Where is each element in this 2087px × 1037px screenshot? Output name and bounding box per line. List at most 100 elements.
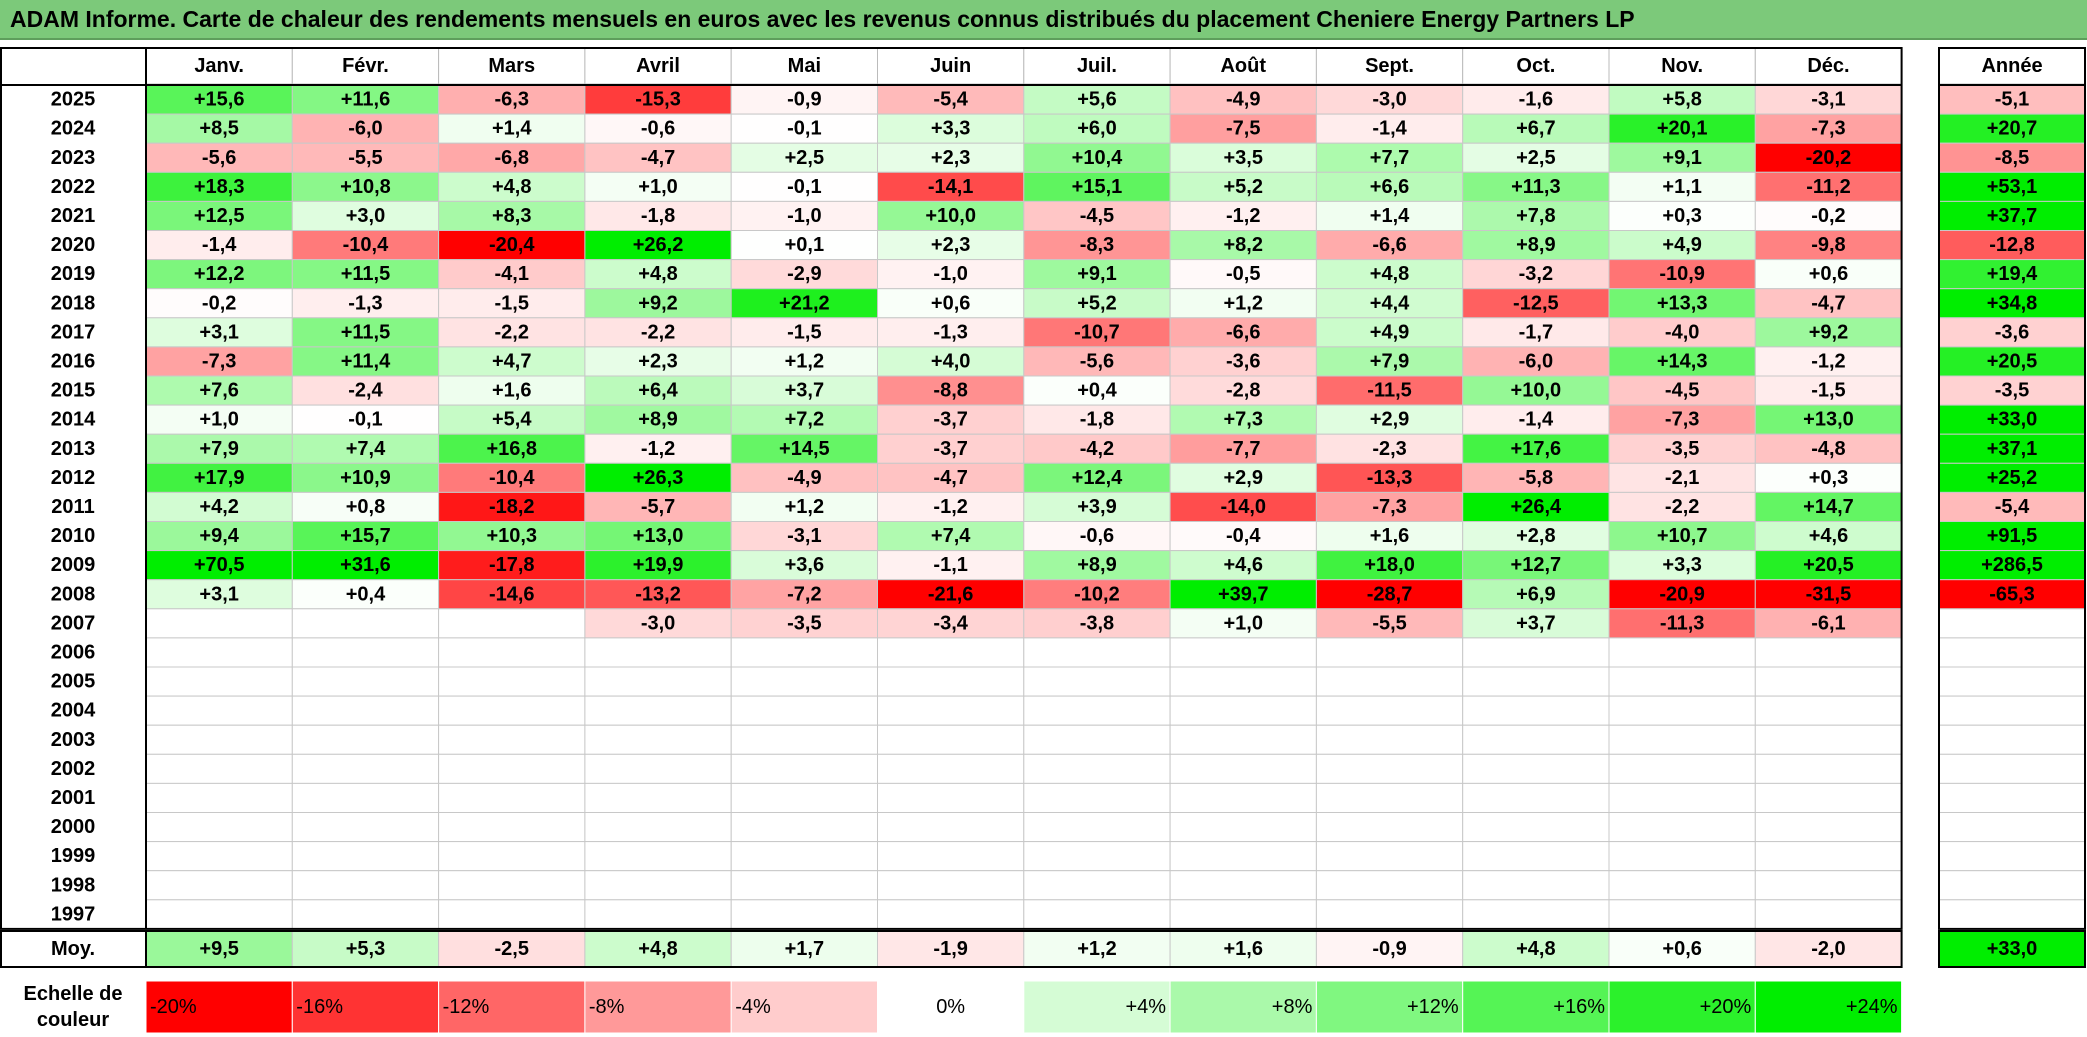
heatmap-cell (291, 870, 440, 901)
heatmap-cell (1023, 346, 1171, 377)
heatmap-cell-value: -3,1 (787, 525, 821, 547)
heatmap-cell (1462, 695, 1610, 726)
heatmap-cell (145, 899, 293, 930)
heatmap-cell (145, 550, 293, 581)
heatmap-cell (1608, 491, 1756, 522)
heatmap-cell-value: -3,8 (1080, 612, 1114, 634)
heatmap-cell (1169, 84, 1317, 115)
scale-swatch (1023, 980, 1171, 1034)
heatmap-cell-value: +8,9 (1077, 554, 1116, 576)
heatmap-cell-value: -4,2 (1080, 438, 1114, 460)
heatmap-cell-value: +14,7 (1803, 496, 1854, 518)
heatmap-cell (291, 724, 440, 755)
heatmap-cell-value: +26,3 (633, 467, 684, 489)
heatmap-cell-value: +2,9 (1370, 409, 1409, 431)
heatmap-cell (291, 142, 440, 173)
heatmap-cell-value: +1,2 (785, 496, 824, 518)
year-label: 2005 (51, 671, 96, 693)
heatmap-cell-value: +5,2 (1077, 292, 1116, 314)
heatmap-cell-value: +7,7 (1370, 147, 1409, 169)
month-header-cell (1462, 47, 1610, 85)
heatmap-cell-value: -17,8 (489, 554, 535, 576)
heatmap-cell (291, 899, 440, 930)
annual-cell-value: +25,2 (1987, 467, 2038, 489)
heatmap-cell-value: -10,7 (1074, 321, 1120, 343)
heatmap-cell-value: -13,3 (1367, 467, 1413, 489)
heatmap-cell-value: +70,5 (194, 554, 245, 576)
heatmap-cell (1169, 462, 1317, 493)
heatmap-cell (1754, 579, 1903, 610)
heatmap-cell (1169, 695, 1317, 726)
year-label: 2003 (51, 729, 96, 751)
heatmap-cell-value: +1,6 (1370, 525, 1409, 547)
heatmap-cell-value: -10,9 (1659, 263, 1705, 285)
heatmap-cell-value: +39,7 (1218, 583, 1269, 605)
heatmap-cell (584, 637, 732, 668)
heatmap-cell (730, 579, 879, 610)
heatmap-cell (1462, 753, 1610, 784)
average-cell (1169, 930, 1317, 968)
heatmap-cell-value: -1,7 (1519, 321, 1553, 343)
heatmap-cell-value: -4,5 (1080, 205, 1114, 227)
heatmap-cell-value: -11,2 (1806, 176, 1850, 198)
heatmap-cell-value: +5,4 (492, 409, 532, 431)
month-header-cell (1754, 47, 1903, 85)
annual-cell-value: +91,5 (1987, 525, 2038, 547)
heatmap-cell (1315, 695, 1464, 726)
heatmap-cell-value: +1,2 (1224, 292, 1263, 314)
heatmap-cell-value: -11,3 (1660, 612, 1704, 634)
annual-border (1938, 47, 2086, 930)
heatmap-cell (1754, 346, 1903, 377)
heatmap-cell (1462, 724, 1610, 755)
heatmap-cell (1608, 579, 1756, 610)
heatmap-cell (877, 346, 1025, 377)
scale-swatch (584, 980, 732, 1034)
heatmap-cell (1608, 841, 1756, 872)
heatmap-cell (438, 200, 586, 231)
heatmap-cell (1754, 462, 1903, 493)
annual-cell (1938, 171, 2086, 202)
average-cell-value: +5,3 (346, 938, 385, 960)
scale-label-line1: Echelle de (24, 983, 123, 1005)
heatmap-cell (1023, 724, 1171, 755)
scale-step-label: +8% (1272, 996, 1313, 1018)
heatmap-cell-value: +3,3 (1662, 554, 1701, 576)
heatmap-cell (1169, 433, 1317, 464)
heatmap-cell-value: -1,5 (495, 292, 529, 314)
heatmap-cell-value: +9,2 (638, 292, 677, 314)
heatmap-cell (584, 171, 732, 202)
year-label: 1999 (51, 845, 96, 867)
heatmap-cell-value: -28,7 (1367, 583, 1413, 605)
heatmap-cell-value: +2,9 (1224, 467, 1263, 489)
heatmap-cell-value: -4,9 (1226, 89, 1260, 111)
heatmap-cell (1315, 433, 1464, 464)
heatmap-cell (438, 404, 586, 435)
heatmap-cell-value: +14,3 (1657, 350, 1708, 372)
heatmap-cell-value: -1,5 (787, 321, 821, 343)
heatmap-cell-value: +15,1 (1072, 176, 1123, 198)
heatmap-cell-value: -3,6 (1226, 350, 1260, 372)
heatmap-cell-value: +2,5 (785, 147, 824, 169)
heatmap-cell (584, 782, 732, 814)
heatmap-cell-value: -0,6 (641, 118, 675, 140)
heatmap-cell (1315, 812, 1464, 843)
heatmap-cell (730, 637, 879, 668)
heatmap-cell-value: -0,1 (787, 118, 821, 140)
heatmap-cell-value: +7,4 (346, 438, 386, 460)
year-label: 2010 (51, 525, 96, 547)
heatmap-cell-value: +11,3 (1511, 176, 1561, 198)
heatmap-cell (438, 579, 586, 610)
heatmap-cell (1462, 433, 1610, 464)
heatmap-cell-value: -14,6 (489, 583, 535, 605)
heatmap-cell (291, 375, 440, 406)
heatmap-cell (877, 113, 1025, 144)
heatmap-cell-value: +0,6 (931, 292, 970, 314)
heatmap-cell-value: -3,4 (933, 612, 968, 634)
heatmap-cell (1462, 666, 1610, 697)
heatmap-cell (1462, 171, 1610, 202)
heatmap-cell (877, 812, 1025, 843)
heatmap-cell (438, 724, 586, 755)
heatmap-cell-value: +3,7 (785, 380, 824, 402)
heatmap-cell (877, 841, 1025, 872)
heatmap-cell (291, 346, 440, 377)
